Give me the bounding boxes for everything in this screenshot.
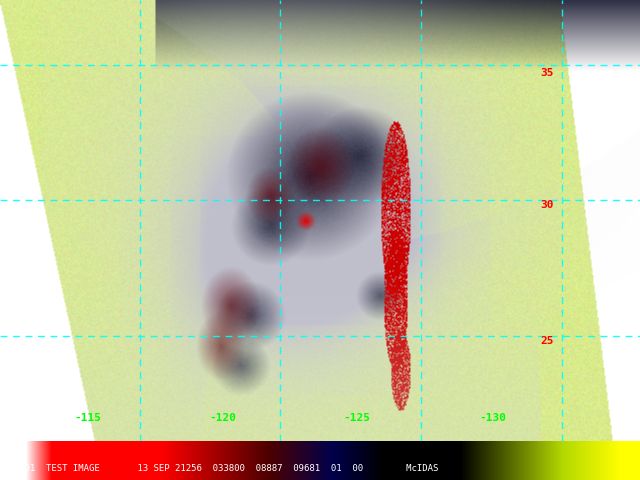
Text: -115: -115	[75, 413, 102, 423]
Text: 1 0001  TEST IMAGE       13 SEP 21256  033800  08887  09681  01  00        McIDA: 1 0001 TEST IMAGE 13 SEP 21256 033800 08…	[3, 464, 438, 473]
Text: -125: -125	[344, 413, 371, 423]
Text: 35: 35	[541, 68, 554, 78]
Text: 25: 25	[541, 336, 554, 347]
Text: -130: -130	[479, 413, 506, 423]
Text: 30: 30	[541, 200, 554, 210]
Text: -120: -120	[209, 413, 236, 423]
